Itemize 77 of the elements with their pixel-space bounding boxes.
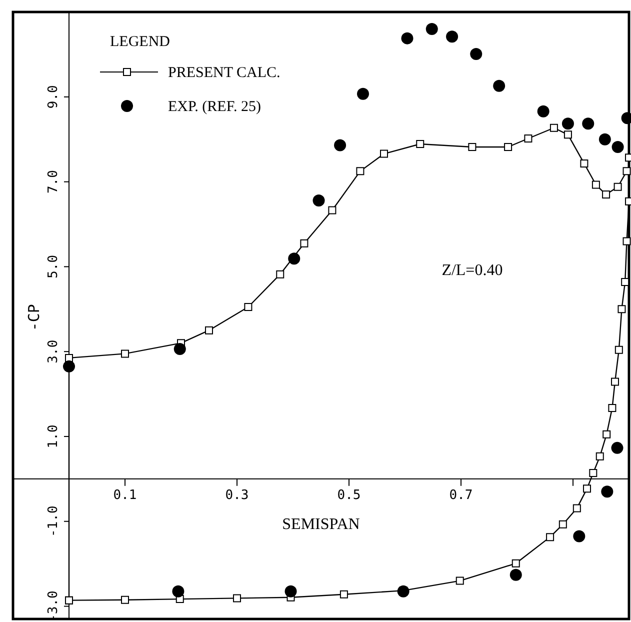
legend-title: LEGEND — [110, 34, 170, 50]
point — [334, 139, 346, 152]
point — [564, 130, 572, 139]
x-axis-title: SEMISPAN — [282, 516, 360, 533]
point — [288, 252, 300, 265]
point — [622, 237, 631, 246]
point — [537, 105, 550, 118]
point — [357, 88, 369, 100]
point — [276, 270, 284, 278]
point — [582, 118, 594, 130]
point — [622, 167, 631, 176]
point — [589, 468, 598, 477]
point — [446, 30, 458, 43]
y-tick-label: 5.0 — [46, 254, 61, 278]
y-tick-label: 7.0 — [46, 170, 61, 194]
point — [608, 404, 616, 412]
point — [504, 142, 512, 151]
point — [572, 504, 581, 512]
point — [380, 150, 388, 158]
annotation: Z/L=0.40 — [442, 262, 503, 280]
x-tick-label: 0.5 — [337, 488, 361, 503]
point — [493, 80, 506, 92]
point — [63, 360, 75, 372]
point — [468, 142, 476, 151]
point — [614, 182, 622, 191]
y-axis-title: -CP — [25, 304, 43, 332]
point — [312, 194, 325, 206]
point — [598, 133, 611, 146]
point — [546, 533, 554, 542]
point — [233, 594, 241, 602]
point — [172, 585, 184, 598]
point — [580, 160, 588, 168]
y-tick-label: -1.0 — [46, 506, 61, 538]
point — [284, 585, 297, 598]
point — [583, 484, 591, 493]
point — [121, 596, 129, 604]
point — [416, 140, 424, 148]
point — [558, 520, 567, 528]
point — [611, 442, 624, 454]
point — [592, 180, 600, 189]
legend-label: PRESENT CALC. — [168, 65, 280, 81]
point — [612, 140, 624, 153]
point — [602, 430, 611, 438]
point — [573, 530, 586, 542]
point — [397, 585, 410, 598]
point — [596, 452, 604, 460]
point — [174, 343, 186, 356]
x-tick-label: 0.7 — [449, 488, 473, 503]
point — [510, 568, 522, 581]
point — [524, 134, 532, 142]
point — [512, 559, 520, 568]
y-tick-label: 9.0 — [46, 85, 61, 109]
y-tick-label: -3.0 — [46, 590, 61, 622]
point — [426, 22, 438, 35]
point — [205, 326, 213, 334]
point — [244, 303, 252, 312]
point — [550, 124, 558, 132]
point — [300, 239, 308, 248]
point — [614, 346, 623, 354]
point — [401, 32, 414, 44]
point — [340, 590, 348, 598]
y-tick-label: 3.0 — [46, 340, 61, 364]
point — [621, 278, 630, 286]
point — [611, 378, 619, 386]
point — [470, 48, 482, 60]
point — [328, 206, 336, 214]
y-tick-label: 1.0 — [46, 424, 61, 448]
point — [601, 486, 614, 498]
point — [602, 190, 610, 199]
x-tick-label: 0.3 — [225, 488, 249, 503]
point — [456, 576, 464, 585]
point — [121, 350, 129, 358]
point — [356, 167, 364, 176]
point — [562, 118, 574, 130]
point — [618, 305, 626, 314]
legend-label: EXP. (REF. 25) — [168, 99, 261, 115]
x-tick-label: 0.1 — [113, 488, 137, 503]
